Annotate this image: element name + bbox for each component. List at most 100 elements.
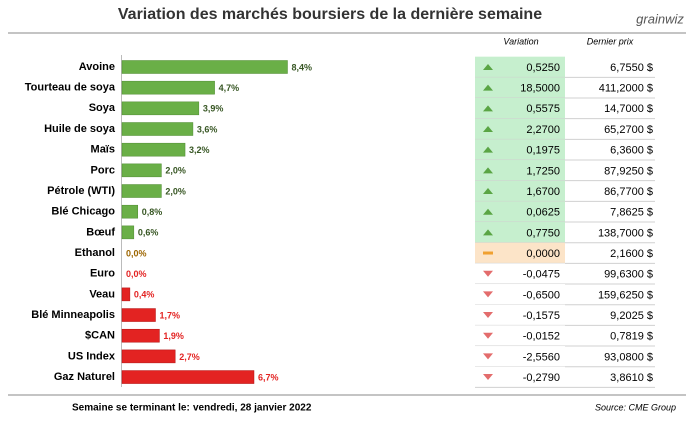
price-value: 0,7819 $ (610, 331, 653, 343)
category-label: US Index (68, 350, 116, 362)
category-label: Blé Chicago (51, 206, 115, 218)
bar (121, 287, 131, 302)
variation-value: 0,5250 (526, 62, 560, 74)
trend-icon (483, 251, 493, 255)
bar (121, 204, 139, 219)
variation-value: 0,0625 (526, 207, 560, 219)
bar (121, 349, 176, 364)
data-label: 8,4% (291, 62, 312, 72)
variation-value: -0,0475 (523, 269, 560, 281)
bar (121, 328, 160, 343)
variation-cell (475, 263, 565, 285)
category-label: Avoine (79, 61, 115, 73)
trend-icon (483, 208, 493, 215)
logo: grainwiz (636, 11, 684, 26)
bar (121, 142, 186, 157)
data-label: 0,6% (138, 228, 159, 238)
variation-cell (475, 346, 565, 367)
bar (121, 370, 255, 384)
data-label: 6,7% (258, 372, 279, 382)
data-label: 4,7% (219, 83, 240, 93)
variation-cell (475, 77, 565, 99)
variation-cell (475, 242, 565, 264)
data-label: 1,7% (159, 310, 180, 320)
variation-cell (475, 180, 565, 202)
trend-icon (483, 64, 493, 70)
variation-value: -2,5560 (523, 351, 560, 363)
category-label: Porc (91, 164, 115, 176)
table-header: Variation (503, 36, 538, 46)
data-label: 1,9% (163, 331, 184, 341)
category-label: Gaz Naturel (54, 371, 115, 383)
variation-value: 2,2700 (526, 124, 560, 136)
data-label: 3,9% (203, 104, 224, 114)
price-value: 65,2700 $ (604, 124, 653, 136)
data-label: 3,6% (197, 124, 218, 134)
trend-icon (483, 188, 493, 195)
variation-value: -0,6500 (523, 289, 560, 301)
data-label: 2,0% (165, 186, 186, 196)
category-label: $CAN (85, 330, 115, 342)
variation-value: 18,5000 (520, 83, 560, 95)
footer-date: vendredi, 28 janvier 2022 (193, 403, 312, 414)
price-value: 9,2025 $ (610, 310, 653, 322)
variation-value: 1,7250 (526, 165, 560, 177)
category-label: Blé Minneapolis (31, 309, 115, 321)
variation-cell (475, 98, 565, 119)
data-label: 0,4% (134, 290, 155, 300)
bar (121, 101, 200, 116)
bar (121, 184, 162, 198)
price-value: 14,7000 $ (604, 103, 653, 115)
variation-value: 0,5575 (526, 103, 560, 115)
data-label: 0,0% (126, 248, 147, 258)
price-value: 411,2000 $ (599, 83, 653, 95)
table-header: Dernier prix (587, 36, 634, 46)
trend-icon (483, 332, 493, 339)
variation-value: 0,1975 (526, 145, 560, 157)
category-label: Bœuf (86, 226, 115, 238)
bar (121, 60, 288, 74)
variation-value: -0,1575 (523, 310, 560, 322)
variation-value: 0,0000 (526, 248, 560, 260)
data-label: 0,0% (126, 269, 147, 279)
variation-value: 1,6700 (526, 186, 560, 198)
category-label: Pétrole (WTI) (47, 185, 115, 197)
price-value: 86,7700 $ (604, 186, 653, 198)
price-value: 6,7550 $ (610, 62, 653, 74)
trend-icon (483, 126, 493, 133)
data-label: 2,7% (179, 352, 200, 362)
trend-icon (483, 84, 493, 91)
variation-cell (475, 118, 565, 140)
axis-line (121, 55, 122, 387)
variation-value: 0,7750 (526, 227, 560, 239)
variation-value: -0,0152 (523, 331, 560, 343)
price-value: 138,7000 $ (598, 227, 653, 239)
data-label: 0,8% (142, 207, 163, 217)
category-label: Maïs (91, 144, 115, 156)
price-value: 87,9250 $ (604, 165, 653, 177)
category-label: Tourteau de soya (25, 82, 116, 94)
bar (121, 80, 215, 95)
variation-cell (475, 139, 565, 161)
trend-icon (483, 270, 493, 277)
price-value: 159,6250 $ (598, 289, 653, 301)
trend-icon (483, 167, 493, 174)
variation-cell (475, 222, 565, 243)
price-value: 7,8625 $ (610, 207, 653, 219)
variation-value: -0,2790 (523, 372, 560, 384)
price-value: 93,0800 $ (604, 351, 653, 363)
category-label: Soya (89, 102, 116, 114)
variation-cell (475, 201, 565, 223)
trend-icon (483, 105, 493, 112)
variation-cell (475, 366, 565, 388)
price-value: 2,1600 $ (610, 248, 653, 260)
price-value: 3,8610 $ (610, 372, 653, 384)
trend-icon (483, 353, 493, 360)
data-label: 3,2% (189, 145, 210, 155)
variation-cell (475, 284, 565, 305)
price-value: 99,6300 $ (604, 269, 653, 281)
chart-title: Variation des marchés boursiers de la de… (118, 6, 542, 23)
trend-icon (483, 312, 493, 319)
variation-cell (475, 325, 565, 347)
